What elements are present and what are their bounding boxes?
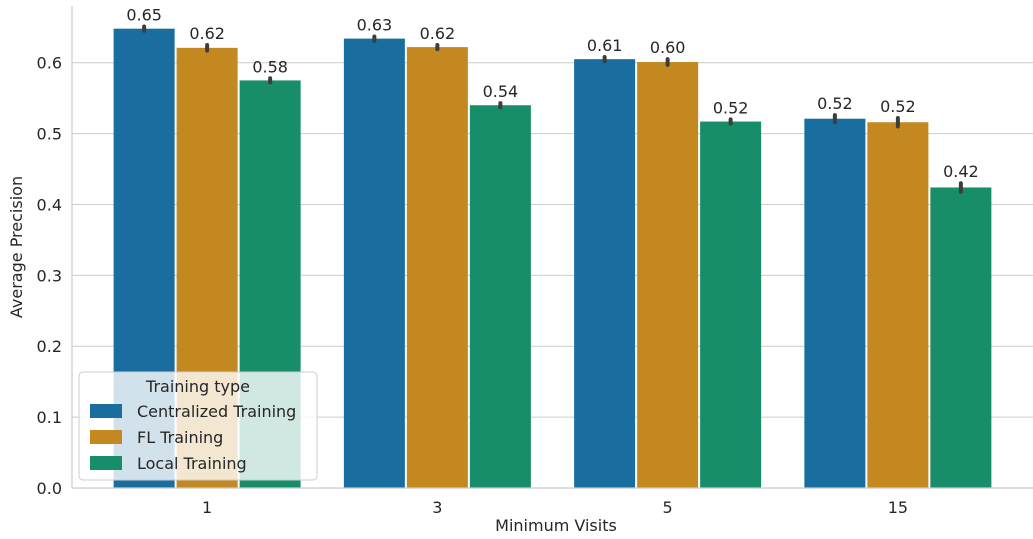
bar (867, 122, 929, 488)
data-label: 0.58 (252, 57, 288, 76)
axes: 0.00.10.20.30.40.50.61 3 5 15 (37, 6, 1033, 517)
legend-label: Centralized Training (137, 402, 296, 421)
y-tick-label: 0.2 (37, 337, 62, 356)
y-tick-label: 0.6 (37, 54, 62, 73)
y-tick-label: 0.3 (37, 266, 62, 285)
data-label: 0.63 (357, 15, 393, 34)
legend-swatch (90, 404, 122, 418)
legend-title: Training type (145, 377, 250, 396)
y-tick-label: 0.0 (37, 479, 62, 498)
x-tick-label: 15 (888, 498, 908, 517)
data-label: 0.61 (587, 36, 623, 55)
bar (469, 105, 531, 488)
data-label: 0.52 (817, 94, 853, 113)
legend-label: Local Training (137, 454, 247, 473)
data-label: 0.60 (650, 38, 686, 57)
legend-label: FL Training (137, 428, 223, 447)
legend-swatch (90, 456, 122, 470)
data-label: 0.62 (189, 24, 225, 43)
bar (930, 187, 992, 489)
data-label: 0.52 (713, 98, 749, 117)
data-labels: 0.65 0.62 0.58 0.63 0.62 0.54 0.61 0.60 0.52 0.52… (126, 6, 978, 182)
legend: Training type Centralized Training FL Tra… (78, 371, 318, 481)
bar (804, 118, 866, 488)
y-tick-label: 0.5 (37, 125, 62, 144)
y-axis-title: Average Precision (7, 176, 26, 318)
legend-swatch (90, 430, 122, 444)
bar (637, 61, 699, 488)
data-label: 0.52 (880, 97, 916, 116)
data-label: 0.42 (943, 162, 979, 181)
bar (700, 121, 762, 488)
legend-frame (78, 371, 318, 481)
data-label: 0.54 (483, 82, 519, 101)
y-tick-label: 0.4 (37, 195, 62, 214)
bars (113, 24, 992, 489)
x-axis-title: Minimum Visits (495, 516, 617, 535)
x-tick-label: 3 (432, 498, 442, 517)
bar (343, 38, 405, 488)
x-tick-label: 1 (202, 498, 212, 517)
data-label: 0.62 (420, 24, 456, 43)
x-tick-label: 5 (663, 498, 673, 517)
bar (406, 47, 468, 489)
y-tick-label: 0.1 (37, 408, 62, 427)
data-label: 0.65 (126, 6, 162, 25)
bar (574, 59, 636, 488)
